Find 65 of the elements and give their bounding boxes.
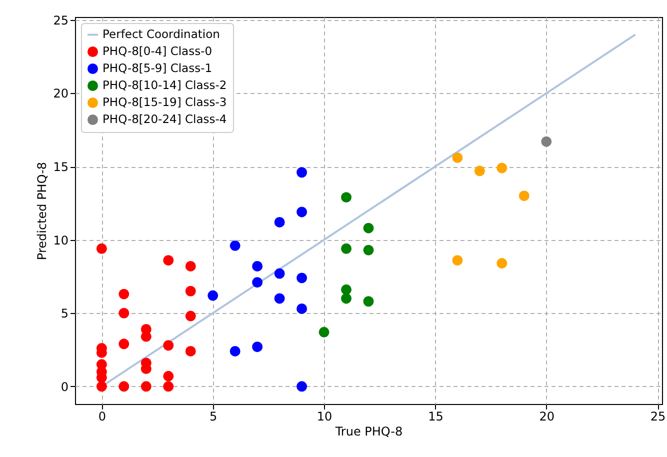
point [274, 268, 285, 279]
legend-label: PHQ-8[5-9] Class-1 [102, 60, 212, 75]
point [452, 255, 463, 266]
point [252, 277, 263, 288]
point [96, 381, 107, 392]
point [252, 260, 263, 272]
point [274, 216, 285, 228]
point [118, 308, 130, 318]
point [318, 326, 330, 338]
point [341, 192, 352, 203]
point [296, 381, 308, 392]
point [496, 162, 508, 174]
x-axis-title: True PHQ-8 [334, 424, 403, 438]
y-tick-label: 0 [60, 380, 68, 394]
point [296, 167, 308, 178]
y-tick-label: 20 [53, 86, 68, 101]
point [230, 240, 240, 251]
point [118, 288, 130, 300]
point [341, 243, 352, 254]
x-tick-label: 0 [98, 410, 106, 424]
point [341, 293, 352, 304]
point [474, 166, 485, 176]
point [118, 381, 130, 392]
point [185, 346, 196, 356]
point [363, 222, 374, 234]
point [363, 244, 374, 256]
point [185, 260, 196, 272]
point [163, 381, 174, 392]
point [163, 370, 174, 382]
point [363, 296, 374, 307]
legend-label: PHQ-8[10-14] Class-2 [102, 78, 227, 92]
legend-label: PHQ-8[15-19] Class-3 [102, 94, 227, 109]
x-tick-label: 10 [316, 410, 332, 424]
point [252, 342, 263, 352]
point [230, 346, 240, 356]
legend-label: PHQ-8[0-4] Class-0 [102, 44, 212, 58]
point [140, 331, 152, 342]
y-axis-title: Predicted PHQ-8 [35, 162, 50, 260]
point [208, 290, 218, 301]
point [518, 190, 530, 202]
x-tick-label: 5 [210, 410, 218, 424]
point [96, 243, 107, 254]
x-tick-label: 20 [539, 410, 555, 424]
point [296, 272, 308, 284]
point [163, 340, 174, 351]
point [541, 136, 552, 147]
y-tick-label: 5 [60, 306, 68, 321]
x-tick-label: 25 [650, 410, 666, 424]
point [185, 286, 196, 296]
y-tick-label: 15 [53, 160, 68, 174]
point [296, 206, 308, 218]
point [296, 303, 308, 314]
legend-label: PHQ-8[20-24] Class-4 [102, 112, 227, 126]
x-tick-label: 15 [428, 410, 444, 424]
point [341, 284, 352, 295]
point [140, 381, 152, 392]
point [185, 310, 196, 322]
point [163, 255, 174, 266]
y-tick-label: 10 [53, 233, 68, 248]
point [274, 293, 285, 304]
legend-label: Perfect Coordination [102, 26, 220, 41]
point [496, 258, 508, 269]
y-tick-label: 25 [53, 13, 68, 28]
point [118, 338, 130, 350]
point [452, 152, 463, 163]
